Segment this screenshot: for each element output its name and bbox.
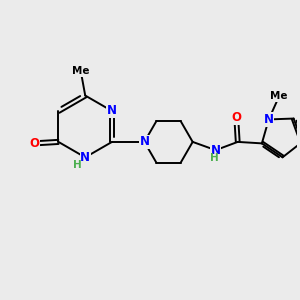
Text: N: N [264, 113, 274, 126]
Text: H: H [74, 160, 82, 170]
Text: H: H [210, 153, 218, 164]
Text: O: O [29, 137, 39, 150]
Text: N: N [80, 151, 90, 164]
Text: Me: Me [270, 92, 288, 101]
Text: N: N [107, 104, 117, 118]
Text: O: O [231, 111, 241, 124]
Text: Me: Me [72, 66, 90, 76]
Text: N: N [211, 144, 220, 157]
Text: N: N [140, 135, 149, 148]
